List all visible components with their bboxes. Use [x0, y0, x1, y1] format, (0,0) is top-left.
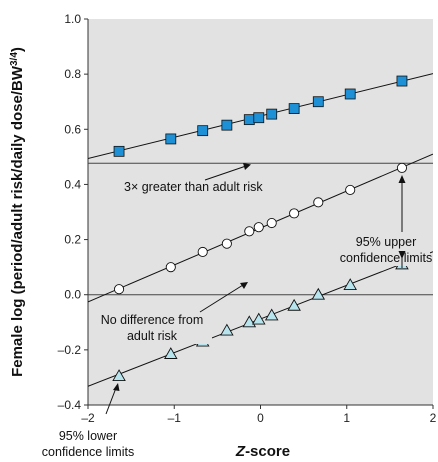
y-tick-label: 0.6	[64, 122, 81, 136]
data-point-triangle	[311, 287, 326, 300]
annotation-lower-line2: confidence limits	[42, 445, 134, 459]
data-point-square	[266, 108, 278, 120]
x-axis-title-rest: -score	[245, 443, 290, 460]
plot-area	[88, 19, 433, 405]
x-axis-title: Z-score	[235, 443, 290, 460]
data-point-square	[113, 145, 125, 157]
data-point-triangle	[251, 312, 266, 325]
data-point-square	[165, 133, 177, 145]
data-point-circle	[289, 208, 300, 219]
y-axis-title-superscript: 3/4	[9, 52, 20, 66]
data-point-square	[344, 88, 356, 100]
y-axis-title-close: )	[9, 47, 26, 52]
data-point-triangle	[264, 308, 279, 321]
annotation-3x-arrowhead	[243, 163, 251, 170]
annotation-upper-line1: 95% upper	[356, 235, 416, 249]
data-point-circle	[244, 226, 255, 237]
data-point-triangle	[343, 278, 357, 291]
y-tick-label: –0.4	[58, 398, 82, 412]
annotation-3x-bg	[122, 178, 282, 194]
data-point-circle	[313, 197, 324, 208]
y-tick-label: 0.2	[64, 233, 81, 247]
annotation-no-difference: No difference from adult risk	[92, 282, 248, 344]
annotation-upper-bg	[340, 232, 430, 266]
data-point-triangle	[112, 369, 126, 381]
data-point-triangle	[164, 347, 178, 359]
data-point-circle	[197, 246, 208, 258]
y-tick-label: 0.8	[64, 67, 81, 81]
y-axis-title-main: Female log (period/adult risk/daily dose…	[9, 65, 26, 377]
x-tick-label: 0	[257, 411, 264, 425]
data-point-square	[197, 125, 209, 137]
annotation-lower-line1: 95% lower	[59, 429, 117, 443]
annotation-upper-limits: 95% upper confidence limits	[340, 175, 432, 268]
y-tick-label: 0.0	[64, 288, 81, 302]
x-tick-label: 1	[343, 411, 350, 425]
y-tick-label: 0.4	[64, 177, 81, 191]
data-point-square	[288, 103, 300, 115]
y-axis-title: Female log (period/adult risk/daily dose…	[9, 47, 27, 377]
annotation-upper-arrowhead-up	[398, 175, 406, 183]
annotation-nodiff-line1: No difference from	[101, 313, 204, 327]
data-point-circle	[253, 222, 264, 233]
annotation-upper-arrowhead-down	[398, 251, 406, 259]
annotation-lower-limits: 95% lower confidence limits	[42, 383, 134, 459]
data-point-square	[243, 114, 255, 126]
data-point-circle	[345, 184, 356, 195]
annotation-lower-arrowhead	[113, 383, 120, 391]
annotation-nodiff-line2: adult risk	[127, 329, 178, 343]
data-point-circle	[396, 162, 408, 173]
data-point-circle	[114, 284, 125, 295]
annotation-lower-arrow-line	[105, 387, 117, 415]
annotation-upper-line2: confidence limits	[340, 251, 432, 265]
x-tick-label: –2	[81, 411, 95, 425]
data-point-square	[312, 96, 324, 108]
annotation-nodiff-arrow-line	[199, 284, 244, 313]
data-point-square	[396, 75, 408, 87]
data-point-triangle	[220, 323, 234, 336]
data-point-triangle	[287, 298, 301, 311]
annotation-nodiff-bg	[92, 310, 212, 344]
data-point-circle	[165, 262, 176, 273]
x-tick-label: –1	[168, 411, 182, 425]
annotation-nodiff-arrowhead	[240, 282, 248, 289]
x-axis-title-italic: Z	[235, 443, 246, 460]
data-point-square	[253, 112, 265, 124]
y-tick-label: 1.0	[64, 12, 81, 26]
y-tick-label: –0.2	[58, 343, 82, 357]
data-point-circle	[221, 238, 232, 249]
x-tick-label: 2	[430, 411, 437, 425]
annotation-3x-text: 3× greater than adult risk	[124, 180, 263, 194]
annotation-3x-arrow-line	[204, 165, 247, 181]
annotation-3x-greater: 3× greater than adult risk	[122, 163, 282, 194]
data-point-circle	[266, 217, 277, 229]
data-point-square	[221, 119, 233, 131]
